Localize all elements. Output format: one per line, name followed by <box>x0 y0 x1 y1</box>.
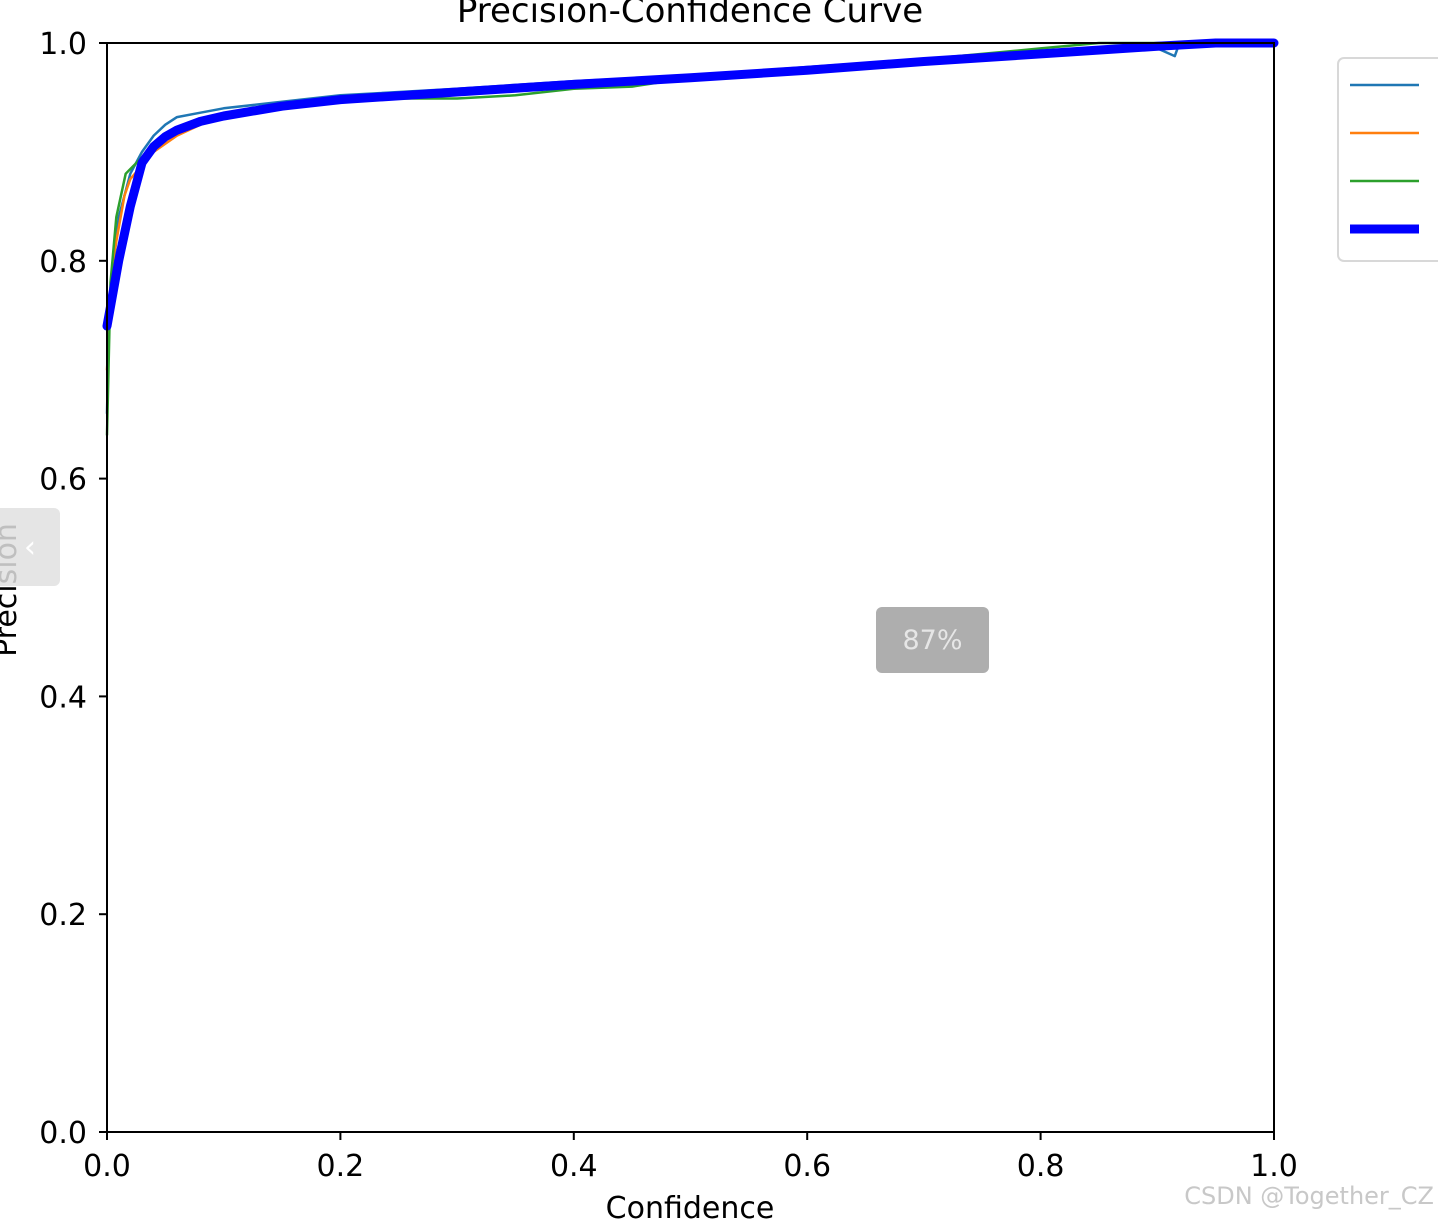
x-tick-label: 0.8 <box>1017 1149 1065 1184</box>
collapse-arrow-icon: ‹ <box>24 529 36 565</box>
legend-box <box>1337 57 1438 262</box>
x-axis-ticks: 0.0 0.2 0.4 0.6 0.8 1.0 <box>83 1132 1298 1184</box>
x-tick-label: 0.4 <box>550 1149 598 1184</box>
series-line-2 <box>105 41 1276 371</box>
series-line-4 <box>102 38 1279 331</box>
y-tick-label: 0.8 <box>39 245 87 280</box>
y-tick-label: 1.0 <box>39 27 87 62</box>
plot-lines <box>102 38 1279 437</box>
chart-title: Precision-Confidence Curve <box>457 0 923 31</box>
plot-frame <box>106 42 1275 1133</box>
y-tick-label: 0.6 <box>39 463 87 498</box>
x-tick-label: 0.2 <box>317 1149 365 1184</box>
x-tick-label: 1.0 <box>1250 1149 1298 1184</box>
y-tick-label: 0.2 <box>39 898 87 933</box>
series-line-1 <box>105 41 1276 415</box>
legend-entries <box>1350 83 1419 234</box>
x-axis-label: Confidence <box>606 1191 775 1220</box>
x-tick-label: 0.0 <box>83 1149 131 1184</box>
legend <box>1337 57 1438 262</box>
y-axis-ticks: 0.0 0.2 0.4 0.6 0.8 1.0 <box>39 27 107 1151</box>
y-tick-label: 0.0 <box>39 1116 87 1151</box>
watermark-text: CSDN @Together_CZ <box>1184 1182 1434 1210</box>
watermark: CSDN @Together_CZ <box>1184 1182 1434 1210</box>
zoom-level-text: 87% <box>902 624 963 656</box>
x-tick-label: 0.6 <box>783 1149 831 1184</box>
side-collapse-tab[interactable]: ‹ <box>0 508 60 586</box>
y-tick-label: 0.4 <box>39 680 87 715</box>
zoom-level-badge: 87% <box>876 607 989 673</box>
